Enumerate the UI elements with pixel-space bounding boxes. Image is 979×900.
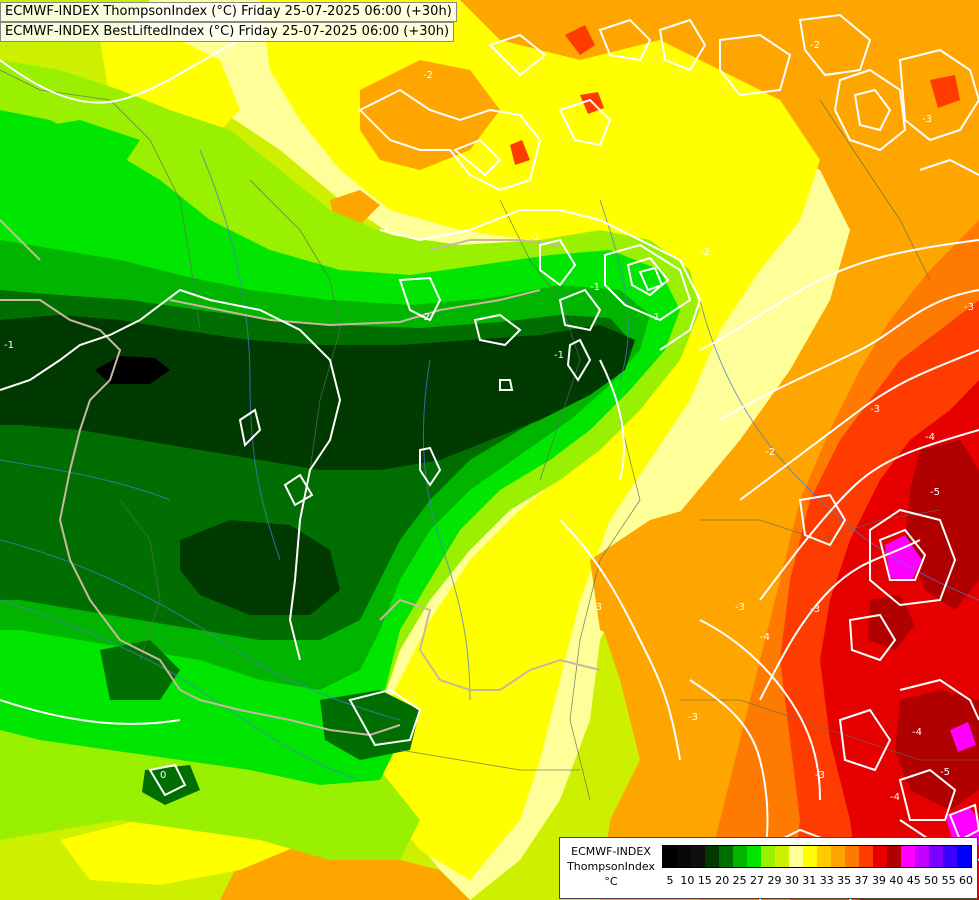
field-red-spot-1	[565, 25, 595, 55]
contour-label: -1	[650, 312, 660, 323]
contour-label: -5	[940, 767, 950, 778]
field-darkred-east-3	[868, 595, 915, 650]
legend-tick-label: 30	[784, 874, 799, 887]
legend-swatch	[831, 846, 845, 867]
contour-label: -1	[4, 340, 14, 351]
legend-swatch	[691, 846, 705, 867]
field-yellow-north	[260, 0, 820, 880]
legend-tick-label: 33	[819, 874, 834, 887]
contour-label: -5	[930, 487, 940, 498]
legend-tick-label: 10	[680, 874, 695, 887]
legend-swatch	[677, 846, 691, 867]
legend-tick-label: 39	[871, 874, 886, 887]
legend-swatch	[789, 846, 803, 867]
contour-label: -2	[700, 247, 710, 258]
contour-label: 0	[160, 770, 166, 781]
contour-label: -4	[890, 792, 900, 803]
contour-label: -3	[922, 114, 932, 125]
contour-label: -4	[925, 432, 935, 443]
contour-label: -3	[735, 602, 745, 613]
legend-title-line-3: °C	[604, 875, 618, 888]
legend-swatch	[747, 846, 761, 867]
contour-label: -3	[870, 404, 880, 415]
legend-tick-label: 15	[697, 874, 712, 887]
contour-label: -2	[420, 312, 430, 323]
contour-label: -3	[810, 604, 820, 615]
legend-tick-label: 20	[715, 874, 730, 887]
legend-tick-label: 5	[666, 874, 674, 887]
legend-tick-label: 35	[837, 874, 852, 887]
field-darkestgreen-south	[180, 520, 340, 615]
legend-swatch	[845, 846, 859, 867]
legend-tick-label: 29	[767, 874, 782, 887]
field-darkgreen-south-1	[100, 640, 180, 700]
contour-label: -1	[554, 350, 564, 361]
legend-swatch	[901, 846, 915, 867]
contour-label: -4	[760, 632, 770, 643]
map-title-line-1: ECMWF-INDEX ThompsonIndex (°C) Friday 25…	[0, 2, 457, 22]
legend-color-bar	[662, 845, 972, 868]
legend-title-line-2: ThompsonIndex	[567, 860, 655, 873]
contour-label: -2	[765, 447, 775, 458]
legend-swatch	[719, 846, 733, 867]
legend-tick-label: 55	[941, 874, 956, 887]
legend-swatch	[887, 846, 901, 867]
contour-label: -1	[590, 282, 600, 293]
field-black-spot	[95, 356, 170, 384]
legend-swatch	[705, 846, 719, 867]
field-orange-southwest	[220, 845, 470, 900]
field-red-spot-4	[930, 75, 960, 108]
legend-tick-label: 25	[732, 874, 747, 887]
legend-swatch	[803, 846, 817, 867]
field-darkgreen-south-3	[142, 765, 200, 805]
field-red-spot-3	[510, 140, 530, 165]
contour-labels: -2 -1 -1 -2 -3 -3 -3 -2 -1 -2 -1 -2 -1 -…	[4, 40, 974, 803]
legend-tick-label: 60	[959, 874, 973, 887]
contour-label: -2	[810, 40, 820, 51]
contour-label: -3	[964, 302, 974, 313]
field-orange-patch-center	[590, 500, 760, 650]
legend-swatch	[733, 846, 747, 867]
field-magenta-2	[950, 722, 976, 752]
legend-swatch	[817, 846, 831, 867]
contour-label: -2	[423, 70, 433, 81]
field-green-north	[20, 120, 140, 170]
contour-label: -1	[380, 222, 390, 233]
legend-swatch	[943, 846, 957, 867]
field-darkred-east-2	[895, 690, 979, 810]
legend-swatch	[663, 846, 677, 867]
legend-swatch	[761, 846, 775, 867]
legend-swatch	[873, 846, 887, 867]
legend-tick-label: 50	[924, 874, 939, 887]
legend-swatch	[859, 846, 873, 867]
contour-label: -3	[688, 712, 698, 723]
color-legend: ECMWF-INDEX ThompsonIndex °C 5 10 15 20 25 27…	[559, 837, 978, 899]
legend-tick-labels: 5 10 15 20 25 27 29 30 31 33 35 37 39 40 45 50 55 60	[662, 874, 974, 888]
legend-title: ECMWF-INDEX ThompsonIndex °C	[562, 844, 660, 889]
legend-swatch	[957, 846, 971, 867]
legend-swatch	[915, 846, 929, 867]
contour-label: -3	[815, 770, 825, 781]
legend-tick-label: 40	[889, 874, 904, 887]
legend-swatch	[929, 846, 943, 867]
legend-tick-label: 37	[854, 874, 869, 887]
legend-tick-label: 27	[750, 874, 765, 887]
contour-label: -4	[912, 727, 922, 738]
field-darkestgreen	[0, 315, 635, 470]
contour-label: -1	[530, 232, 540, 243]
legend-swatch	[775, 846, 789, 867]
contour-label: -3	[592, 602, 602, 613]
legend-tick-label: 45	[906, 874, 921, 887]
legend-tick-label: 31	[802, 874, 817, 887]
legend-title-line-1: ECMWF-INDEX	[571, 845, 651, 858]
map-title-line-2: ECMWF-INDEX BestLiftedIndex (°C) Friday …	[0, 22, 455, 42]
